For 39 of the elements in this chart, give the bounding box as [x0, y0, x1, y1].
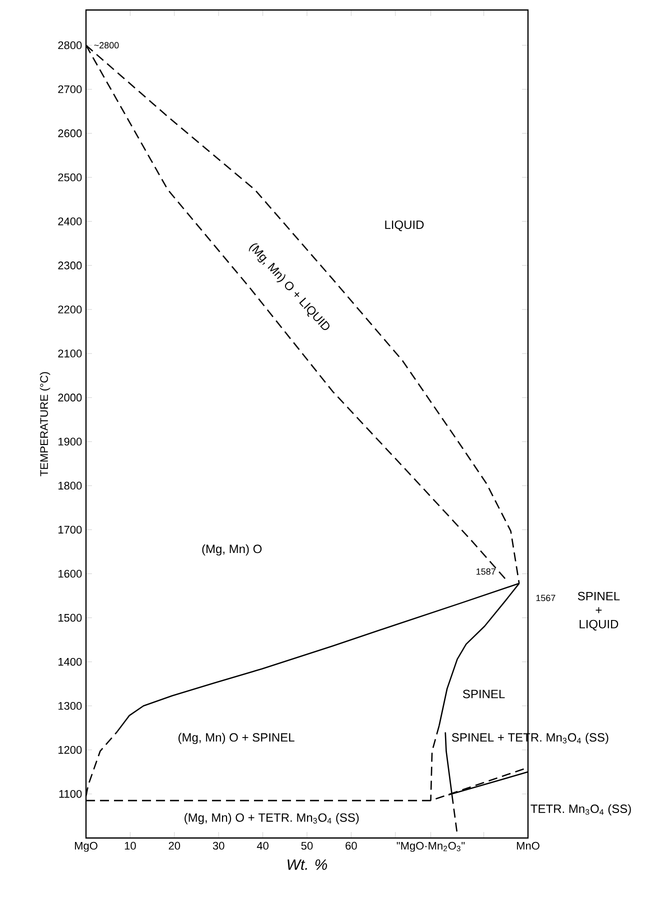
x-tick-label: 60 — [346, 842, 357, 850]
annotation: SPINEL — [463, 690, 505, 698]
text: TETR. Mn$_{3}$O$_{4}$ (SS) — [530, 804, 631, 816]
y-tick-label: 1300 — [58, 702, 82, 710]
annotation: LIQUID — [385, 220, 424, 232]
y-tick-label: 1700 — [58, 526, 82, 534]
x-tick-label: 20 — [168, 842, 180, 850]
x-tick-label: 30 — [212, 842, 224, 850]
x-axis-title: Wt. % — [288, 859, 328, 870]
y-tick-label: 2800 — [58, 41, 82, 50]
annotation: 1587 — [476, 568, 496, 575]
y-tick-label: 2100 — [58, 350, 82, 358]
x-tick-label: 40 — [256, 842, 268, 850]
y-tick-label: 1600 — [58, 570, 82, 578]
annotation: (Mg, Mn) O — [202, 544, 262, 556]
y-tick-label: 1800 — [58, 482, 82, 490]
text: SPINEL + LIQUID — [578, 592, 620, 631]
y-tick-label: 1100 — [59, 790, 82, 798]
x-tick-label: "MgO·Mn$_{2}$O$_{3}$" — [396, 842, 465, 852]
y-tick-label: 2000 — [58, 394, 82, 402]
y-tick-label: 2700 — [58, 85, 82, 94]
y-tick-label: 2600 — [58, 129, 82, 138]
y-tick-label: 1400 — [58, 658, 82, 666]
annotation: ~2800 — [94, 42, 119, 48]
annotation: (Mg, Mn) O + TETR. Mn$_{3}$O$_{4}$ (SS) — [184, 813, 359, 824]
text: 1567 — [536, 594, 556, 602]
y-tick-label: 2300 — [58, 262, 82, 270]
annotation: (Mg, Mn) O + SPINEL — [178, 732, 294, 744]
y-tick-label: 1900 — [58, 438, 82, 446]
x-tick-label: 50 — [301, 842, 313, 850]
y-tick-label: 1500 — [58, 614, 82, 622]
y-tick-label: 2400 — [58, 218, 82, 226]
x-tick-label: MgO — [74, 842, 98, 852]
y-tick-label: 2200 — [58, 306, 82, 314]
x-tick-label: 10 — [124, 842, 136, 850]
y-axis-title: TEMPERATURE (°C) — [40, 372, 50, 476]
y-tick-label: 2500 — [58, 173, 82, 182]
x-tick-label: MnO — [516, 842, 540, 850]
y-tick-label: 1200 — [58, 746, 82, 754]
